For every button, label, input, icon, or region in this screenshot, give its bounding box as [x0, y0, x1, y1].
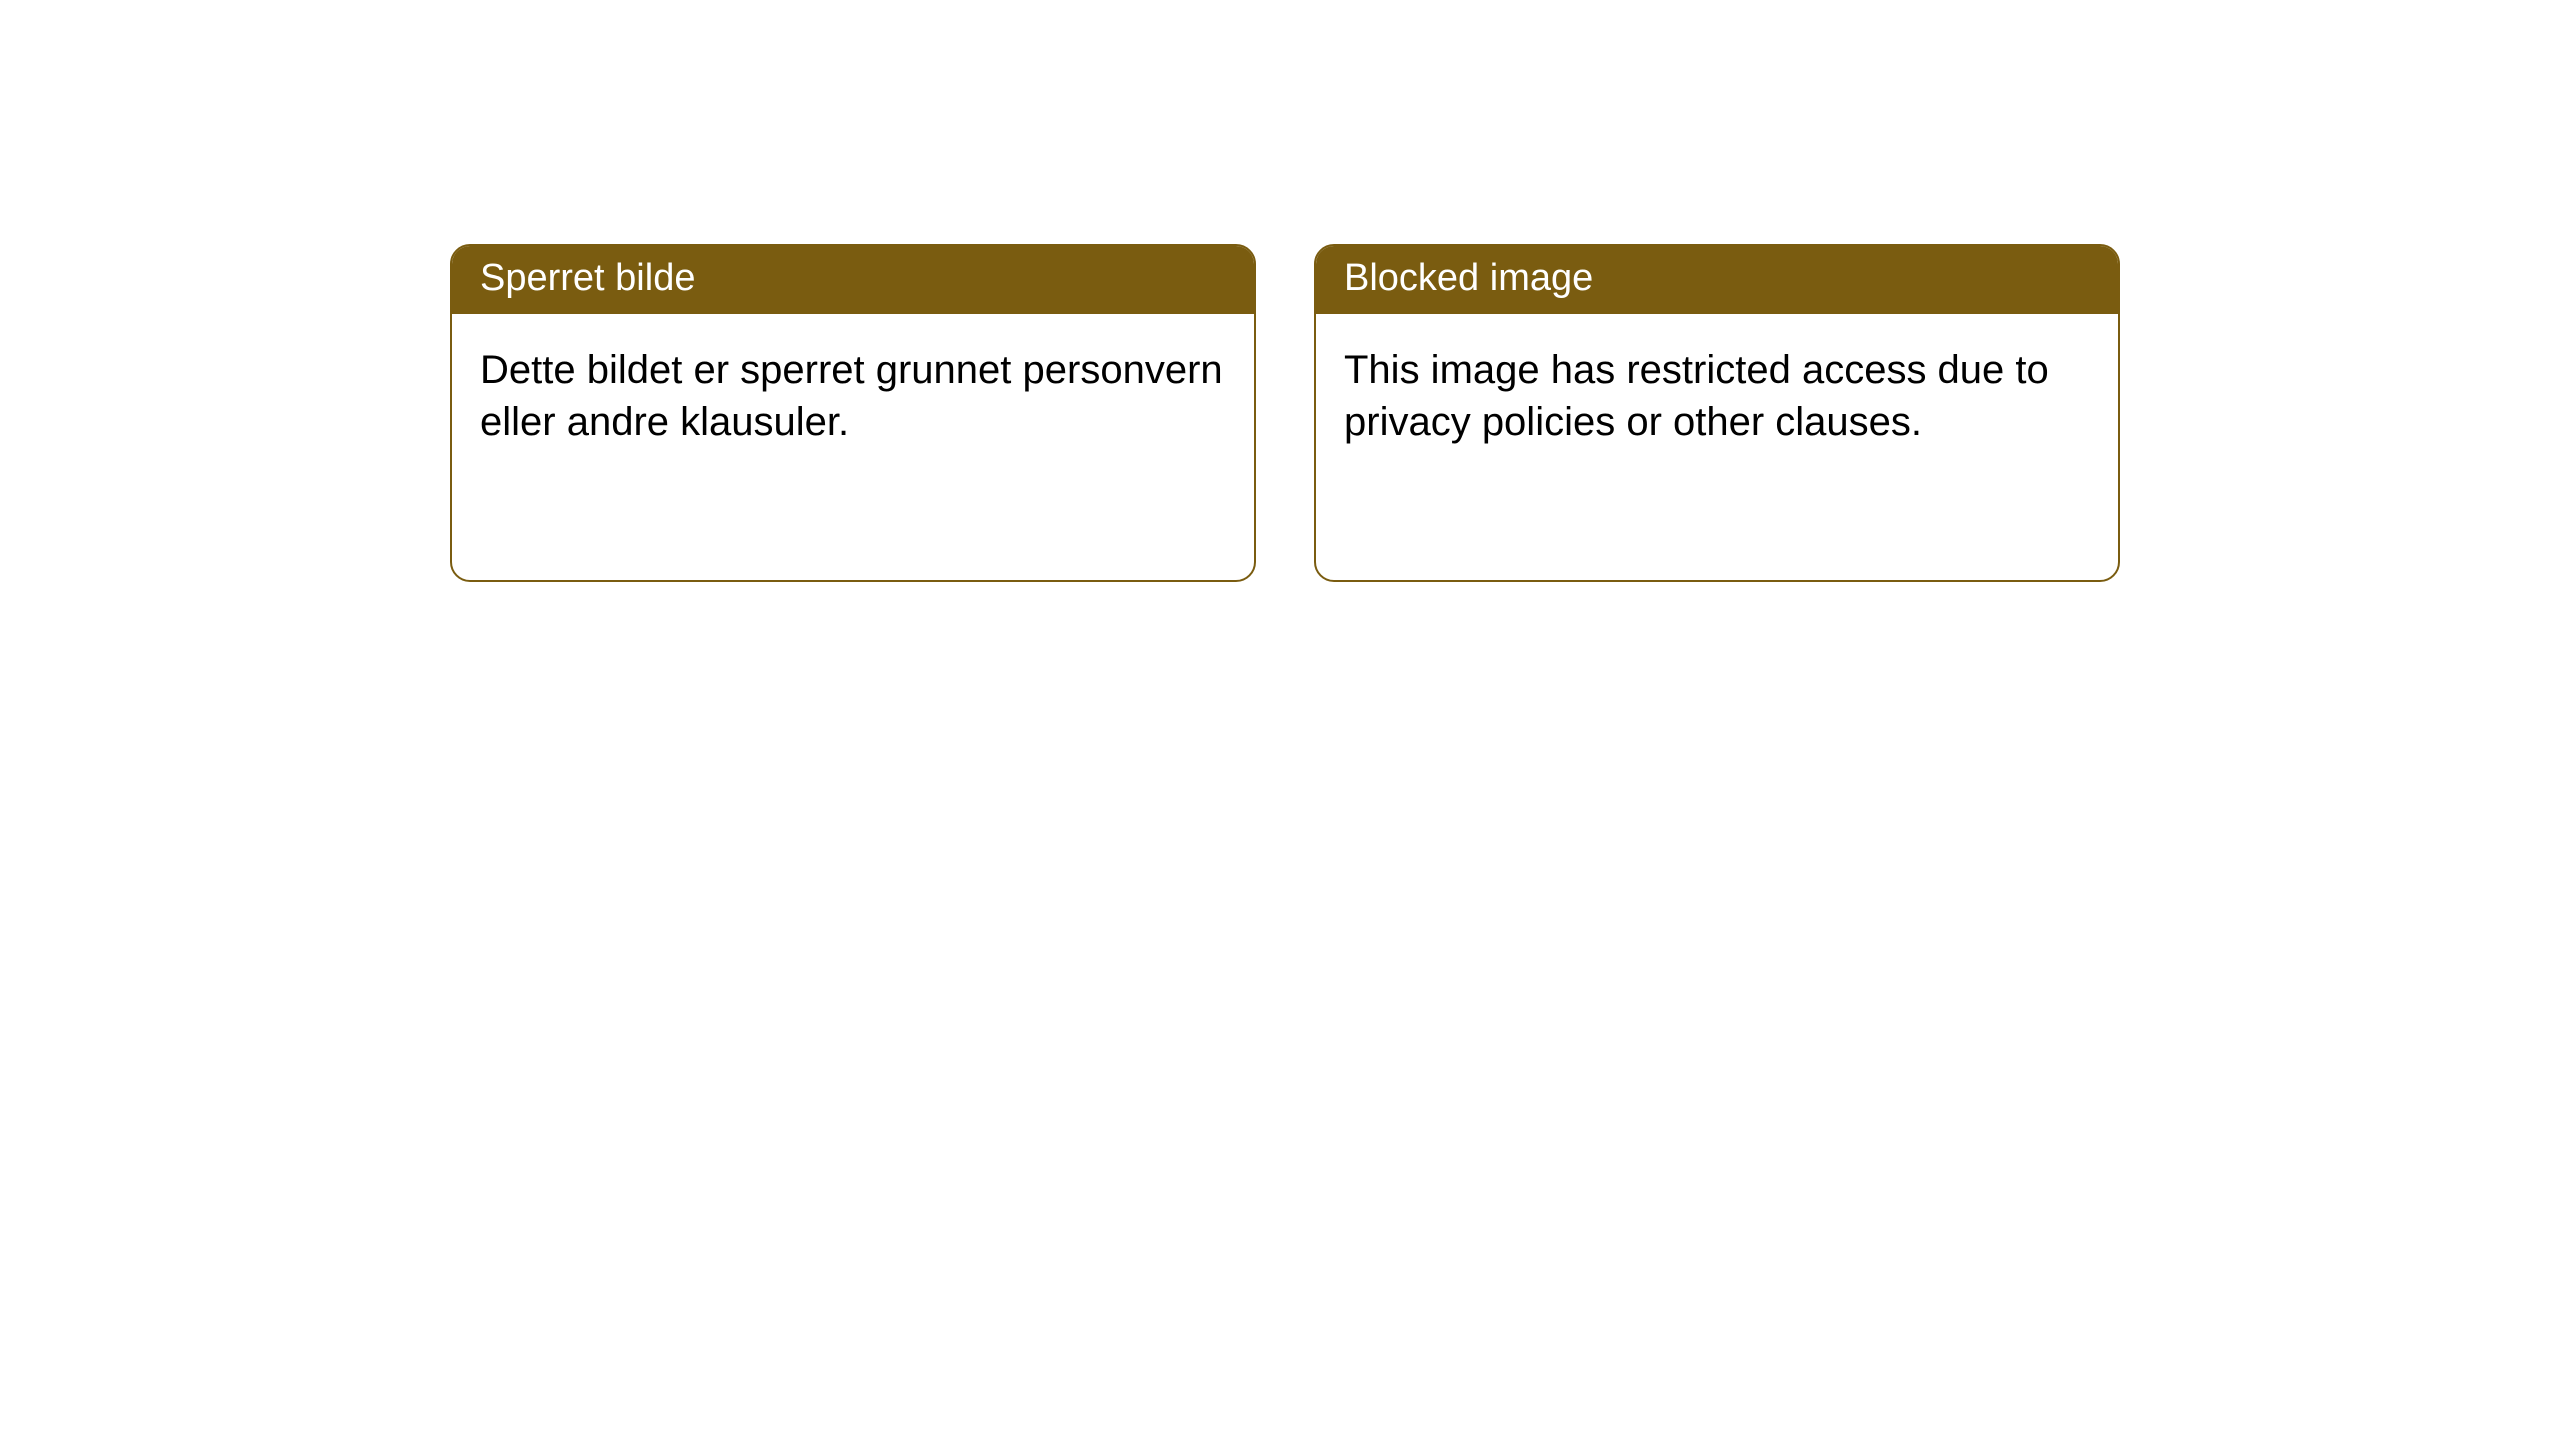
notice-message: This image has restricted access due to … — [1344, 348, 2049, 445]
notice-header: Sperret bilde — [452, 246, 1254, 314]
notice-title: Sperret bilde — [480, 257, 695, 299]
notice-card-english: Blocked image This image has restricted … — [1314, 244, 2120, 582]
notice-body: Dette bildet er sperret grunnet personve… — [452, 314, 1254, 480]
notice-header: Blocked image — [1316, 246, 2118, 314]
notice-body: This image has restricted access due to … — [1316, 314, 2118, 480]
notice-title: Blocked image — [1344, 257, 1593, 299]
notice-container: Sperret bilde Dette bildet er sperret gr… — [0, 0, 2560, 582]
notice-card-norwegian: Sperret bilde Dette bildet er sperret gr… — [450, 244, 1256, 582]
notice-message: Dette bildet er sperret grunnet personve… — [480, 348, 1223, 445]
